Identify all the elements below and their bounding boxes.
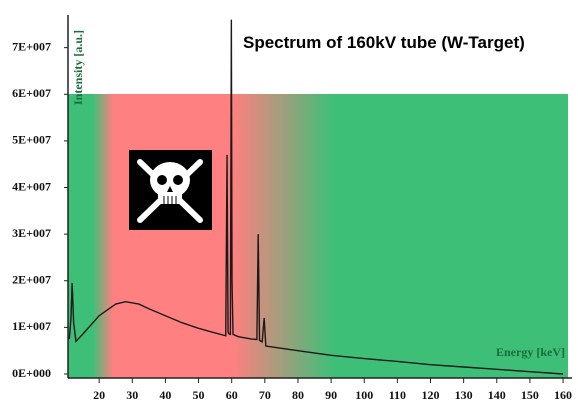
x-tick-label: 80 <box>292 388 304 402</box>
x-tick-label: 90 <box>325 388 337 402</box>
y-tick-label: 3E+007 <box>12 226 51 240</box>
x-tick-label: 70 <box>259 388 271 402</box>
dose-band <box>68 94 568 378</box>
y-tick-label: 1E+007 <box>12 319 51 333</box>
y-tick-label: 5E+007 <box>12 133 51 147</box>
x-tick-label: 160 <box>554 388 572 402</box>
x-tick-label: 150 <box>521 388 539 402</box>
skull-icon <box>129 150 212 230</box>
x-tick-label: 120 <box>422 388 440 402</box>
y-tick-label: 7E+007 <box>12 39 51 53</box>
x-tick-label: 130 <box>455 388 473 402</box>
y-tick-label: 2E+007 <box>12 273 51 287</box>
y-tick-label: 0E+000 <box>12 366 51 380</box>
spectrum-line <box>68 19 564 375</box>
x-axis-label: Energy [keV] <box>496 345 565 359</box>
x-tick-label: 110 <box>389 388 406 402</box>
x-tick-label: 100 <box>355 388 373 402</box>
x-tick-label: 140 <box>488 388 506 402</box>
x-tick-label: 20 <box>93 388 105 402</box>
y-tick-label: 4E+007 <box>12 179 51 193</box>
x-tick-label: 60 <box>226 388 238 402</box>
chart-title: Spectrum of 160kV tube (W-Target) <box>243 33 525 52</box>
y-tick-label: 6E+007 <box>12 86 51 100</box>
y-axis-label: Intensity [a.u.] <box>71 30 85 105</box>
x-tick-label: 40 <box>159 388 171 402</box>
x-tick-label: 50 <box>193 388 205 402</box>
x-tick-label: 30 <box>126 388 138 402</box>
